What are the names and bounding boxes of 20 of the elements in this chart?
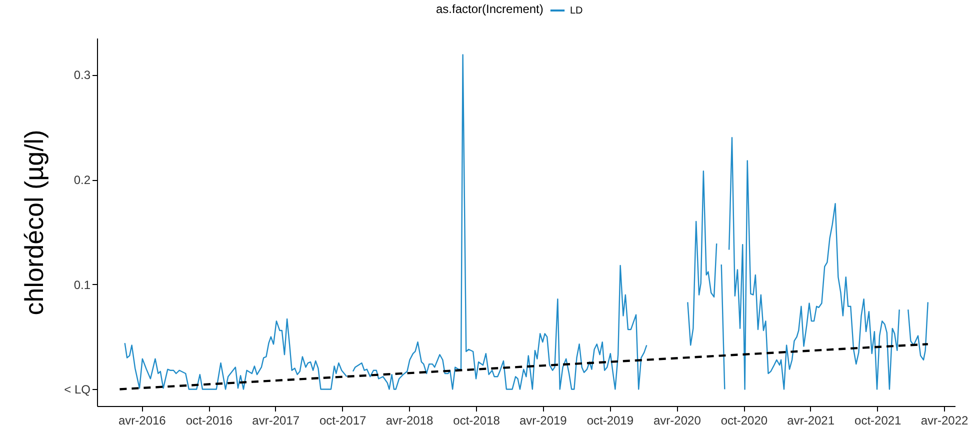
x-tick-label: avr-2018	[386, 414, 434, 428]
x-tick-label: avr-2016	[118, 414, 166, 428]
legend-title: as.factor(Increment)	[436, 2, 544, 16]
x-tick-label: avr-2020	[654, 414, 702, 428]
x-tick-label: avr-2019	[519, 414, 568, 428]
y-axis-title: chlordécol (µg/l)	[19, 130, 50, 316]
x-tick-label: avr-2017	[252, 414, 300, 428]
x-tick-label: avr-2021	[787, 414, 835, 428]
x-tick-label: oct-2019	[586, 414, 634, 428]
x-tick-label: oct-2016	[186, 414, 233, 428]
legend-label: LD	[570, 6, 583, 16]
x-tick-label: avr-2022	[920, 414, 969, 428]
y-tick-label: < LQ	[64, 382, 90, 397]
y-tick-label: 0.3	[74, 68, 91, 82]
x-tick-label: oct-2021	[854, 414, 902, 428]
y-tick-label: 0.2	[74, 173, 91, 188]
x-tick-label: oct-2020	[720, 414, 768, 428]
y-tick-label: 0.1	[74, 278, 91, 292]
x-tick-label: oct-2018	[453, 414, 500, 428]
x-tick-label: oct-2017	[320, 414, 367, 428]
